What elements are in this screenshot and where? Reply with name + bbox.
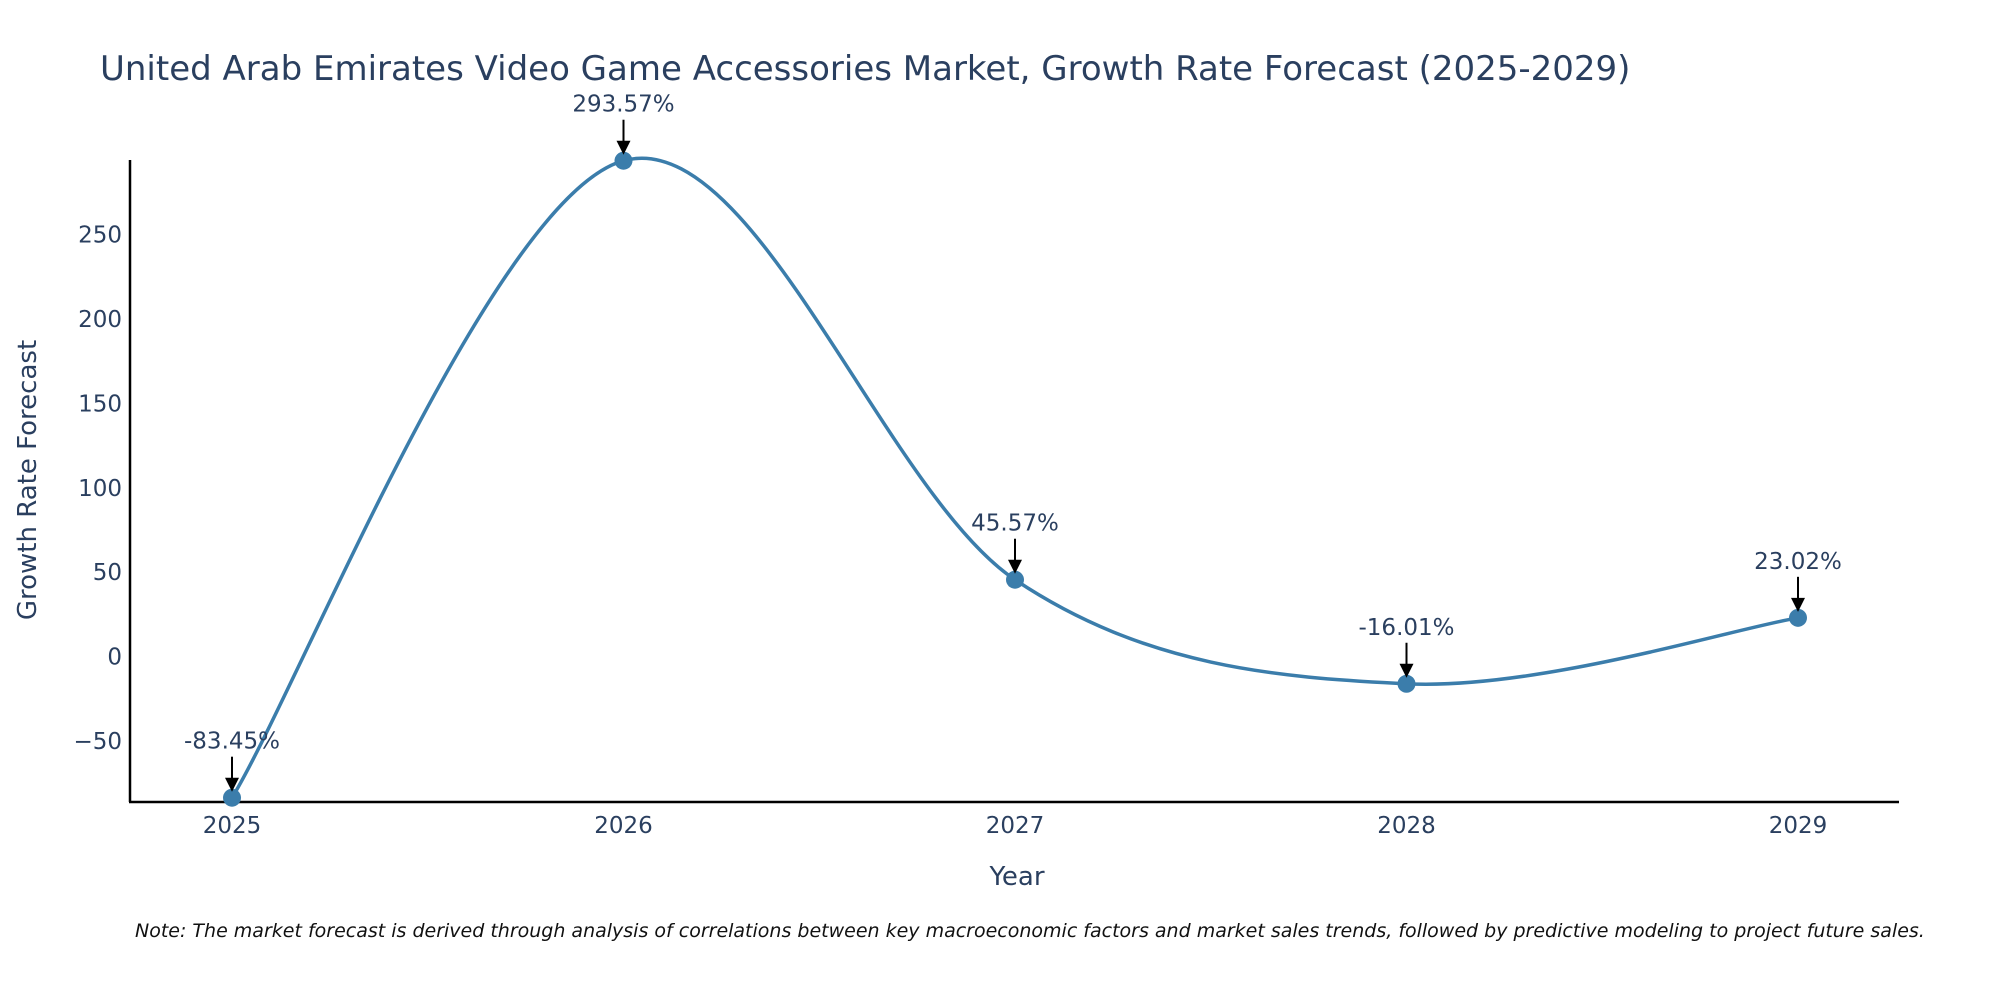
annotation-2025: -83.45% [184, 729, 280, 792]
annotation-2027: 45.57% [971, 511, 1059, 574]
y-tick-label: 0 [107, 645, 122, 671]
footnote: Note: The market forecast is derived thr… [135, 920, 1925, 942]
y-axis-ticks: −50 0 50 100 150 200 250 [73, 222, 122, 755]
x-tick-label: 2025 [203, 813, 262, 839]
x-axis-title: Year [988, 862, 1044, 892]
series-line [230, 156, 1799, 799]
x-axis-ticks: 2025 2026 2027 2028 2029 [203, 813, 1828, 839]
x-tick-label: 2028 [1377, 813, 1436, 839]
annotation-arrow-head [1399, 663, 1414, 678]
annotation-arrow-head [616, 140, 631, 155]
chart-title: United Arab Emirates Video Game Accessor… [100, 49, 1630, 89]
x-tick-label: 2029 [1769, 813, 1828, 839]
y-tick-label: 150 [78, 391, 122, 417]
data-point-2027 [1006, 570, 1024, 589]
data-markers [223, 151, 1807, 807]
data-label: -83.45% [184, 729, 280, 755]
data-annotations: -83.45% 293.57% 45.57% -16.01% 23.02% [184, 92, 1842, 792]
y-tick-label: 50 [93, 560, 122, 586]
annotation-arrow-head [1008, 559, 1022, 574]
x-tick-label: 2026 [594, 813, 653, 839]
annotation-arrow-head [225, 777, 239, 792]
annotation-2029: 23.02% [1754, 549, 1842, 612]
data-point-2029 [1789, 608, 1807, 627]
data-point-2028 [1397, 674, 1416, 693]
annotation-2028: -16.01% [1359, 615, 1455, 678]
data-label: -16.01% [1359, 615, 1455, 641]
data-label: 23.02% [1754, 549, 1842, 575]
y-tick-label: −50 [73, 729, 122, 755]
y-axis-title: Growth Rate Forecast [13, 340, 43, 620]
y-tick-label: 200 [78, 307, 122, 333]
data-point-2026 [614, 151, 633, 170]
data-point-2025 [223, 788, 241, 807]
y-tick-label: 250 [78, 222, 122, 248]
data-label: 293.57% [572, 92, 674, 118]
x-tick-label: 2027 [986, 813, 1045, 839]
y-tick-label: 100 [78, 476, 122, 502]
annotation-2026: 293.57% [572, 92, 675, 155]
annotation-arrow-head [1791, 597, 1805, 612]
data-label: 45.57% [971, 511, 1059, 537]
